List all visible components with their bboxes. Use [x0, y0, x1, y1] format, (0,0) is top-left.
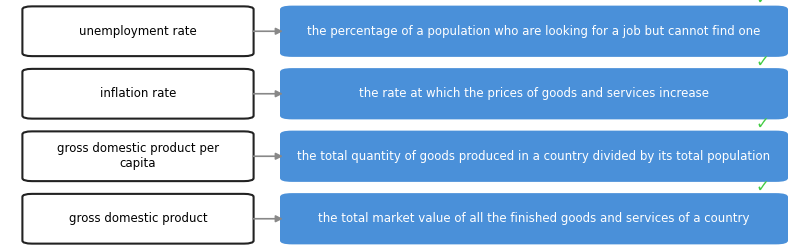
Text: ✓: ✓ [756, 115, 770, 133]
Text: the total quantity of goods produced in a country divided by its total populatio: the total quantity of goods produced in … [298, 150, 770, 163]
Text: inflation rate: inflation rate [100, 87, 176, 100]
FancyBboxPatch shape [22, 6, 254, 56]
FancyBboxPatch shape [22, 194, 254, 244]
Text: the percentage of a population who are looking for a job but cannot find one: the percentage of a population who are l… [307, 25, 761, 38]
FancyBboxPatch shape [280, 193, 788, 244]
Text: gross domestic product: gross domestic product [69, 212, 207, 225]
FancyBboxPatch shape [280, 68, 788, 120]
Text: ✓: ✓ [756, 178, 770, 196]
Text: ✓: ✓ [756, 53, 770, 71]
Text: the total market value of all the finished goods and services of a country: the total market value of all the finish… [318, 212, 750, 225]
FancyBboxPatch shape [22, 132, 254, 181]
FancyBboxPatch shape [22, 69, 254, 119]
FancyBboxPatch shape [280, 6, 788, 57]
Text: unemployment rate: unemployment rate [79, 25, 197, 38]
Text: ✓: ✓ [756, 0, 770, 8]
FancyBboxPatch shape [280, 130, 788, 182]
Text: the rate at which the prices of goods and services increase: the rate at which the prices of goods an… [359, 87, 709, 100]
Text: gross domestic product per
capita: gross domestic product per capita [57, 142, 219, 170]
